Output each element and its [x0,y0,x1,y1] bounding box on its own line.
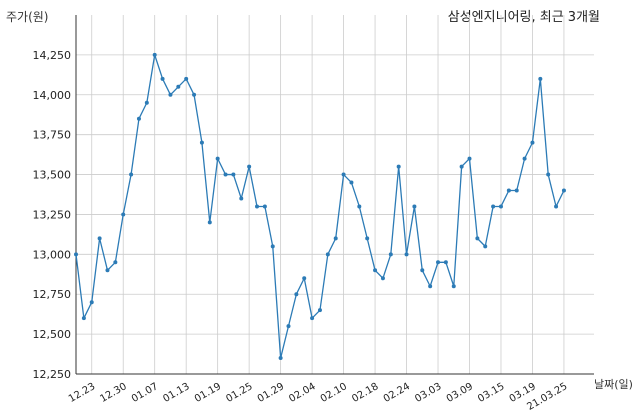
data-point [483,244,488,249]
data-point [199,140,204,145]
data-point [341,172,346,177]
data-point [546,172,551,177]
data-point [152,52,157,57]
x-tick-label: 12.23 [67,381,97,405]
data-point [113,260,118,265]
data-point [333,236,338,241]
x-tick-label: 01.13 [161,381,191,405]
x-tick-label: 03.03 [413,381,443,405]
data-point [81,316,86,321]
x-tick-label: 01.07 [130,381,160,405]
data-point [530,140,535,145]
data-point [522,156,527,161]
data-point [184,76,189,81]
x-tick-label: 01.25 [224,381,254,405]
data-point [388,252,393,257]
data-point [451,284,456,289]
data-point [74,252,78,257]
data-point [428,284,433,289]
data-point [286,324,291,329]
data-point [207,220,212,225]
data-point [168,92,173,97]
y-axis-label: 주가(원) [6,10,49,24]
y-tick-label: 14,000 [33,89,72,102]
data-point [144,100,149,105]
data-point [459,164,464,169]
data-point [129,172,134,177]
data-point [270,244,275,249]
data-point [467,156,472,161]
series-line [75,54,565,359]
data-point [554,204,559,209]
data-point [325,252,330,257]
data-point [160,76,165,81]
data-point [443,260,448,265]
y-tick-label: 13,500 [33,169,72,182]
x-tick-label: 03.09 [445,381,475,405]
x-tick-label: 02.24 [382,381,412,405]
data-point [89,300,94,305]
y-tick-label: 13,250 [33,208,72,221]
data-point [192,92,197,97]
x-axis-label: 날짜(일) [594,378,633,391]
data-point [136,116,141,121]
data-point [404,252,409,257]
x-tick-label: 01.19 [193,381,223,405]
data-point [538,76,543,81]
data-point [255,204,260,209]
data-point [247,164,252,169]
data-point [215,156,220,161]
data-point [436,260,441,265]
data-point [317,308,322,313]
data-point [396,164,401,169]
x-tick-label: 02.18 [350,381,380,405]
x-tick-label: 02.04 [287,381,317,405]
y-tick-label: 14,250 [33,49,72,62]
data-point [561,188,566,193]
data-point [97,236,102,241]
data-point [349,180,354,185]
data-point [475,236,480,241]
data-point [176,84,181,89]
x-tick-label: 12.30 [98,381,128,405]
data-point [420,268,425,273]
data-point [223,172,228,177]
y-tick-label: 12,250 [33,368,72,381]
data-point [294,292,299,297]
data-point [239,196,244,201]
data-point [498,204,503,209]
data-point [412,204,417,209]
x-tick-label: 01.29 [256,381,286,405]
data-point [380,276,385,281]
data-point [262,204,267,209]
x-tick-label: 03.15 [476,381,506,405]
y-tick-label: 12,500 [33,328,72,341]
data-point [302,276,307,281]
data-point [506,188,511,193]
data-point [278,356,283,361]
data-point [231,172,236,177]
data-point [121,212,126,217]
y-tick-label: 13,750 [33,129,72,142]
data-point [310,316,315,321]
data-point [514,188,519,193]
y-tick-label: 12,750 [33,288,72,301]
data-point [365,236,370,241]
y-tick-label: 13,000 [33,248,72,261]
data-point [491,204,496,209]
x-tick-label: 02.10 [319,381,349,405]
data-point [357,204,362,209]
chart-title: 삼성엔지니어링, 최근 3개월 [447,10,600,25]
data-point [373,268,378,273]
data-point [105,268,110,273]
